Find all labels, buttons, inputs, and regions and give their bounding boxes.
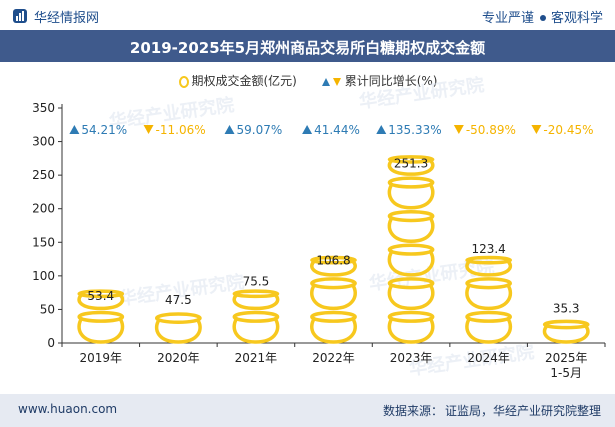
pot-body	[77, 317, 125, 344]
y-tick-label: 50	[40, 302, 55, 316]
pot-rim	[310, 255, 357, 265]
pot-body	[387, 158, 435, 176]
pot-rim	[465, 310, 513, 323]
pot-body	[465, 259, 513, 277]
title-bar: 2019-2025年5月郑州商品交易所白糖期权成交金额	[0, 30, 615, 62]
pot-body	[387, 317, 435, 344]
up-arrow-icon	[69, 125, 80, 134]
down-arrow-icon	[453, 125, 464, 134]
legend-bars-label: 期权成交金额(亿元)	[191, 74, 297, 88]
growth-label: 59.07%	[237, 123, 283, 137]
x-tick-label: 2024年	[467, 351, 510, 365]
bar-value-label: 53.4	[87, 289, 114, 303]
pot-rim	[77, 310, 125, 323]
legend-item-growth: 累计同比增长(%)	[321, 72, 438, 89]
pot-body	[542, 324, 590, 344]
pot-body	[310, 317, 357, 344]
pot-rim	[232, 310, 280, 323]
growth-label: -50.89%	[466, 123, 516, 137]
legend-item-bars: 期权成交金额(亿元)	[178, 72, 297, 89]
legend-pot-icon	[178, 75, 189, 88]
pot-body	[387, 216, 435, 244]
bar-value-label: 47.5	[165, 293, 192, 307]
top-bar: 华经情报网 专业严谨 客观科学	[0, 0, 615, 30]
pot-rim	[154, 312, 202, 325]
pot-rim	[465, 277, 513, 290]
growth-label: -20.45%	[543, 123, 593, 137]
pot-body	[387, 283, 435, 311]
x-tick-label: 1-5月	[550, 366, 582, 380]
legend-growth-label: 累计同比增长(%)	[344, 74, 438, 88]
footer-url[interactable]: www.huaon.com	[18, 402, 118, 416]
pot-body	[77, 293, 125, 311]
brand-name: 华经情报网	[34, 11, 100, 26]
chart-title: 2019-2025年5月郑州商品交易所白糖期权成交金额	[129, 39, 486, 57]
watermark: 华经产业研究院	[358, 74, 486, 113]
up-arrow-icon	[302, 125, 313, 134]
y-tick-label: 150	[32, 235, 55, 249]
x-tick-label: 2020年	[157, 351, 200, 365]
legend: 期权成交金额(亿元) 累计同比增长(%)	[0, 72, 615, 89]
pot-rim	[77, 289, 125, 299]
bar-value-label: 75.5	[243, 274, 270, 288]
pot-body	[310, 283, 357, 311]
bar-value-label: 106.8	[316, 253, 350, 267]
pot-rim	[387, 209, 435, 223]
pot-rim	[310, 277, 357, 290]
pot-rim	[310, 310, 357, 323]
x-tick-label: 2025年	[545, 351, 588, 365]
pot-body	[465, 283, 513, 311]
pot-body	[232, 317, 280, 344]
pot-rim	[387, 155, 435, 164]
bar-value-label: 35.3	[553, 301, 580, 315]
up-arrow-icon	[376, 125, 387, 134]
pot-body	[232, 293, 280, 311]
growth-label: -11.06%	[156, 123, 206, 137]
y-tick-label: 250	[32, 168, 55, 182]
tagline-right: 客观科学	[550, 11, 603, 26]
pot-body	[465, 317, 513, 344]
tagline-dot	[539, 14, 546, 21]
logo-icon	[13, 9, 27, 23]
pot-rim	[387, 310, 435, 323]
pot-rim	[387, 176, 435, 189]
footer: www.huaon.com 数据来源： 证监局，华经产业研究院整理	[0, 394, 615, 427]
up-arrow-icon	[224, 125, 235, 134]
tagline: 专业严谨 客观科学	[482, 7, 603, 26]
tagline-left: 专业严谨	[481, 11, 534, 26]
y-tick-label: 350	[32, 101, 55, 115]
x-tick-label: 2023年	[390, 351, 433, 365]
x-tick-label: 2021年	[235, 351, 278, 365]
pot-rim	[232, 289, 280, 299]
growth-label: 54.21%	[81, 123, 127, 137]
down-arrow-icon	[143, 125, 154, 134]
pot-rim	[542, 319, 590, 330]
down-arrow-icon	[531, 125, 542, 134]
pot-body	[154, 318, 202, 344]
pot-body	[310, 259, 357, 277]
x-tick-label: 2022年	[312, 351, 355, 365]
y-tick-label: 200	[32, 202, 55, 216]
pot-body	[387, 182, 435, 210]
legend-arrows-icon	[321, 77, 341, 86]
y-tick-label: 100	[32, 269, 55, 283]
pot-rim	[387, 277, 435, 290]
y-tick-label: 300	[32, 135, 55, 149]
growth-label: 41.44%	[314, 123, 360, 137]
pot-rim	[465, 255, 513, 265]
y-tick-label: 0	[47, 336, 55, 350]
source-text: 证监局，华经产业研究院整理	[444, 404, 601, 418]
bar-value-label: 251.3	[394, 156, 428, 170]
x-tick-label: 2019年	[80, 351, 123, 365]
source-label: 数据来源：	[382, 404, 443, 418]
bar-value-label: 123.4	[471, 242, 505, 256]
footer-source: 数据来源： 证监局，华经产业研究院整理	[383, 402, 601, 419]
pot-body	[387, 249, 435, 277]
growth-label: 135.33%	[388, 123, 441, 137]
pot-rim	[387, 243, 435, 256]
